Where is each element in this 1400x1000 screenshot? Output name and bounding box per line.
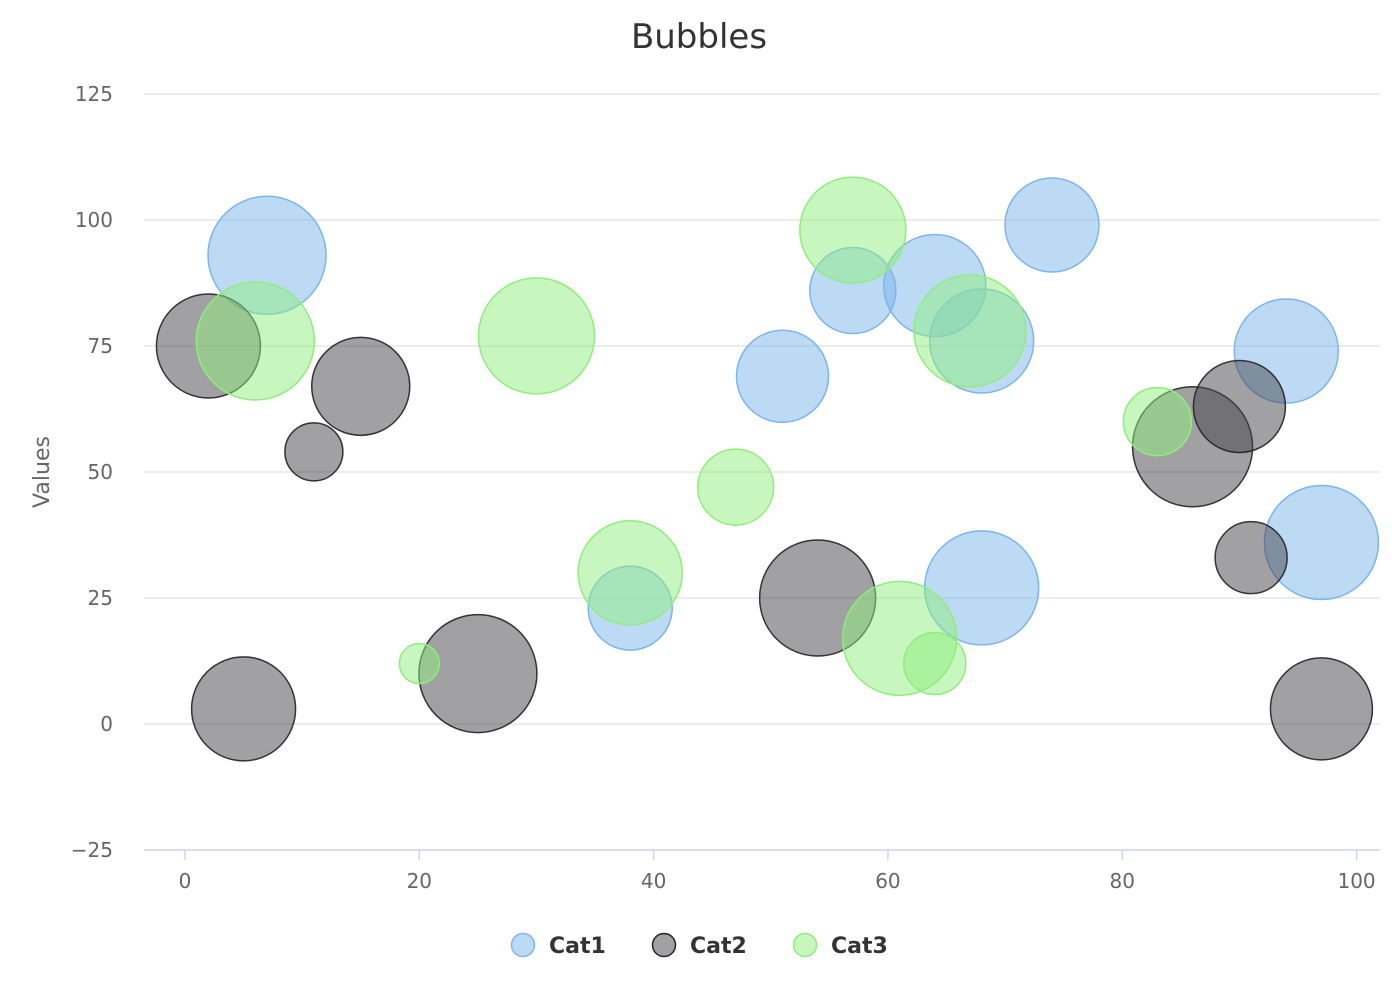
bubble-point[interactable] <box>1004 177 1100 273</box>
x-tick-label: 60 <box>875 869 900 893</box>
y-axis-title: Values <box>30 436 55 508</box>
x-tick-label: 40 <box>641 869 666 893</box>
y-tick-label: 50 <box>88 460 113 484</box>
bubble-point[interactable] <box>696 448 775 526</box>
legend-item-cat1[interactable]: Cat1 <box>510 932 606 960</box>
legend-symbol <box>510 932 536 958</box>
x-axis: 0 20 40 60 80 100 <box>144 849 1380 893</box>
bubble-point[interactable] <box>398 642 441 685</box>
bubble-point[interactable] <box>1269 657 1374 761</box>
legend: Cat1 Cat2 Cat3 <box>510 932 888 960</box>
y-tick-label: −25 <box>71 838 113 862</box>
bubble-point[interactable] <box>1192 359 1287 454</box>
x-tick-label: 20 <box>407 869 432 893</box>
bubble-point[interactable] <box>1122 386 1193 457</box>
legend-item-cat3[interactable]: Cat3 <box>792 932 888 960</box>
bubble-point[interactable] <box>913 274 1027 388</box>
y-tick-label: 125 <box>75 82 113 106</box>
x-tick-label: 80 <box>1110 869 1135 893</box>
bubble-point[interactable] <box>190 656 297 762</box>
legend-symbol <box>651 932 677 958</box>
bubble-point[interactable] <box>903 631 967 696</box>
bubble-point[interactable] <box>477 277 596 395</box>
bubble-point[interactable] <box>284 422 344 482</box>
y-tick-label: 0 <box>100 712 113 736</box>
legend-symbol <box>792 932 818 958</box>
legend-label: Cat2 <box>690 934 747 959</box>
y-tick-label: 75 <box>88 334 113 358</box>
bubble-point[interactable] <box>195 281 316 401</box>
bubble-point[interactable] <box>1214 520 1288 595</box>
bubble-point[interactable] <box>799 176 907 284</box>
legend-label: Cat1 <box>549 934 606 959</box>
bubble-point[interactable] <box>735 329 830 423</box>
bubble-point[interactable] <box>577 520 683 626</box>
x-tick-label: 100 <box>1337 869 1375 893</box>
series-cat3 <box>195 176 1193 697</box>
legend-label: Cat3 <box>831 934 888 959</box>
legend-item-cat2[interactable]: Cat2 <box>651 932 747 960</box>
y-axis-labels: −25 0 25 50 75 100 125 <box>71 82 113 862</box>
x-tick-label: 0 <box>179 869 192 893</box>
bubbles-layer <box>155 176 1380 762</box>
y-tick-label: 25 <box>88 586 113 610</box>
y-tick-label: 100 <box>75 208 113 232</box>
bubble-point[interactable] <box>310 336 411 437</box>
chart-title: Bubbles <box>631 17 767 57</box>
